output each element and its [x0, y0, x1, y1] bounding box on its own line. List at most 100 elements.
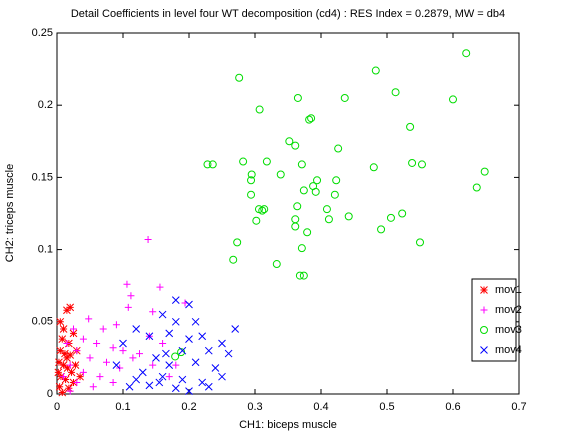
point — [171, 352, 180, 361]
point — [297, 244, 306, 253]
point — [299, 271, 308, 280]
point — [417, 160, 426, 169]
point — [55, 358, 63, 367]
point — [231, 325, 240, 333]
legend-label: mov2 — [495, 304, 522, 316]
point — [61, 375, 70, 384]
point — [93, 339, 101, 347]
point — [340, 93, 349, 102]
point — [112, 321, 120, 329]
point — [165, 373, 173, 381]
point — [247, 176, 256, 185]
point — [295, 271, 304, 280]
point — [149, 361, 157, 369]
point — [369, 163, 378, 172]
point — [79, 368, 87, 376]
point — [127, 292, 135, 300]
point — [239, 157, 248, 166]
x-tick-label: 0.4 — [313, 401, 328, 413]
point — [262, 157, 271, 166]
x-tick-label: 0.7 — [511, 401, 526, 413]
point — [149, 308, 157, 316]
point — [334, 144, 343, 153]
point — [293, 202, 302, 211]
y-tick-label: 0.1 — [38, 244, 53, 256]
y-tick-label: 0 — [47, 388, 53, 400]
point — [132, 375, 141, 384]
point — [125, 382, 134, 391]
point — [185, 387, 193, 395]
y-tick-label: 0.05 — [32, 316, 53, 328]
point — [162, 349, 170, 358]
point — [408, 158, 417, 167]
point — [258, 206, 267, 215]
series — [60, 235, 189, 395]
point — [145, 332, 154, 341]
point — [59, 361, 68, 369]
point — [305, 115, 314, 124]
point — [391, 88, 400, 97]
point — [61, 349, 69, 358]
point — [89, 383, 97, 391]
point — [185, 335, 193, 343]
point — [229, 255, 238, 264]
point — [73, 347, 81, 355]
point — [276, 170, 285, 179]
y-axis-label: CH2: triceps muscle — [4, 164, 16, 262]
point — [311, 187, 320, 196]
legend-label: mov4 — [495, 344, 522, 356]
legend-label: mov3 — [495, 324, 522, 336]
x-tick-label: 0.6 — [445, 401, 460, 413]
point — [66, 387, 74, 395]
point — [247, 190, 256, 199]
point — [255, 105, 264, 114]
point — [171, 384, 180, 393]
point — [129, 354, 137, 362]
point — [156, 283, 164, 291]
point — [252, 216, 261, 225]
point — [416, 238, 424, 247]
point — [480, 167, 489, 176]
point — [109, 378, 117, 386]
point — [291, 141, 300, 150]
x-tick-label: 0.1 — [115, 401, 130, 413]
point — [191, 317, 200, 326]
point — [307, 114, 316, 123]
point — [69, 329, 78, 338]
x-tick-label: 0 — [54, 401, 60, 413]
point — [63, 354, 71, 362]
point — [198, 378, 207, 387]
point — [124, 303, 132, 311]
point — [218, 339, 226, 348]
point — [165, 361, 174, 369]
point — [76, 372, 84, 381]
y-tick-label: 0.25 — [32, 27, 53, 39]
plot-area — [56, 32, 520, 395]
point — [152, 354, 160, 362]
point — [158, 310, 167, 319]
point — [99, 325, 107, 333]
point — [406, 122, 415, 131]
point — [67, 368, 76, 377]
point — [55, 382, 64, 391]
y-tick-label: 0.15 — [32, 171, 53, 183]
point — [70, 325, 77, 333]
point — [449, 95, 457, 104]
point — [303, 228, 312, 237]
point — [165, 329, 174, 338]
point — [297, 160, 306, 169]
point — [103, 358, 110, 366]
point — [144, 235, 152, 243]
point — [159, 339, 167, 347]
point — [119, 339, 127, 348]
point — [112, 361, 121, 369]
point — [398, 209, 407, 218]
point — [344, 212, 353, 221]
point — [178, 375, 187, 384]
point — [138, 368, 147, 377]
point — [59, 325, 68, 333]
point — [462, 49, 471, 58]
point — [293, 93, 302, 102]
point — [203, 160, 212, 169]
point — [178, 346, 187, 355]
